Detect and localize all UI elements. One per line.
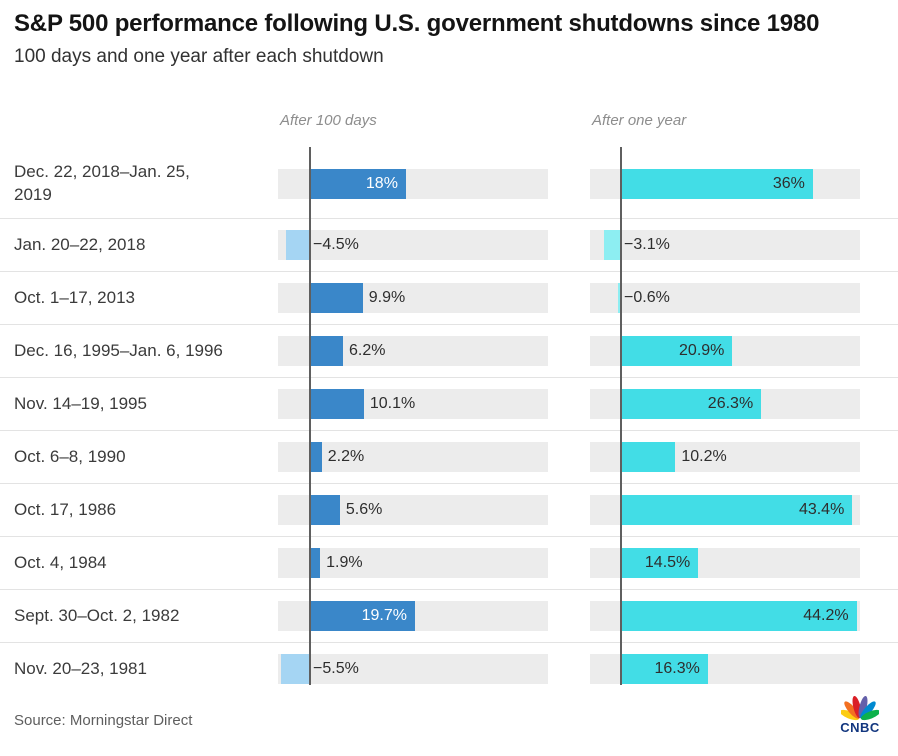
value-bar	[310, 548, 321, 578]
value-bar	[621, 336, 733, 366]
bar-track-100-days: 2.2%	[278, 442, 548, 472]
bar-track-one-year: 44.2%	[590, 601, 860, 631]
cnbc-peacock-icon	[841, 696, 879, 721]
bar-track-one-year: 43.4%	[590, 495, 860, 525]
bar-track-100-days: 18%	[278, 169, 548, 199]
table-row: Dec. 22, 2018–Jan. 25, 2019 18% 36%	[0, 150, 898, 219]
value-bar	[280, 654, 310, 684]
value-bar	[621, 601, 857, 631]
bar-track-100-days: 6.2%	[278, 336, 548, 366]
value-bar	[286, 230, 310, 260]
bar-track-100-days: −5.5%	[278, 654, 548, 684]
value-bar	[621, 495, 853, 525]
bar-value-label: 2.2%	[327, 448, 365, 465]
table-row: Jan. 20–22, 2018 −4.5% −3.1%	[0, 219, 898, 272]
row-label: Oct. 1–17, 2013	[14, 287, 135, 307]
bar-value-label: 14.5%	[644, 554, 691, 571]
bar-value-label: 10.2%	[681, 448, 727, 465]
bar-value-label: 19.7%	[361, 607, 407, 624]
bar-value-label: 6.2%	[349, 342, 386, 359]
row-label: Oct. 6–8, 1990	[14, 446, 126, 466]
value-bar	[621, 548, 699, 578]
page-subtitle: 100 days and one year after each shutdow…	[14, 46, 384, 67]
bar-value-label: 26.3%	[707, 395, 754, 412]
bar-value-label: 16.3%	[654, 660, 700, 677]
bar-value-label: 43.4%	[798, 501, 845, 518]
value-bar	[310, 389, 364, 419]
bar-track-one-year: 26.3%	[590, 389, 860, 419]
row-label: Dec. 22, 2018–Jan. 25, 2019	[14, 162, 190, 204]
bar-value-label: −3.1%	[624, 236, 670, 253]
row-label: Sept. 30–Oct. 2, 1982	[14, 605, 180, 625]
bar-value-label: 1.9%	[326, 554, 363, 571]
table-row: Dec. 16, 1995–Jan. 6, 1996 6.2% 20.9%	[0, 325, 898, 378]
value-bar	[310, 442, 322, 472]
value-bar	[310, 169, 406, 199]
row-label: Jan. 20–22, 2018	[14, 234, 146, 254]
bar-track-one-year: −0.6%	[590, 283, 860, 313]
row-label: Oct. 4, 1984	[14, 552, 107, 572]
bar-track-100-days: 5.6%	[278, 495, 548, 525]
value-bar	[310, 283, 363, 313]
bar-track-one-year: 14.5%	[590, 548, 860, 578]
cnbc-wordmark: CNBC	[840, 720, 880, 735]
value-bar	[310, 495, 340, 525]
table-row: Nov. 14–19, 1995 10.1% 26.3%	[0, 378, 898, 431]
bar-track-one-year: 36%	[590, 169, 860, 199]
value-bar	[617, 283, 621, 313]
table-row: Oct. 4, 1984 1.9% 14.5%	[0, 537, 898, 590]
page-title: S&P 500 performance following U.S. gover…	[14, 10, 820, 37]
row-label: Nov. 14–19, 1995	[14, 393, 147, 413]
zero-axis-line-100-days	[309, 147, 311, 685]
bar-value-label: 18%	[365, 175, 398, 192]
table-row: Sept. 30–Oct. 2, 1982 19.7% 44.2%	[0, 590, 898, 643]
bar-value-label: 10.1%	[369, 395, 416, 412]
bar-track-one-year: 10.2%	[590, 442, 860, 472]
bar-track-one-year: 16.3%	[590, 654, 860, 684]
row-label: Dec. 16, 1995–Jan. 6, 1996	[14, 340, 223, 360]
value-bar	[310, 336, 344, 366]
value-bar	[621, 442, 676, 472]
cnbc-logo: CNBC	[834, 694, 886, 735]
zero-axis-line-one-year	[620, 147, 622, 685]
value-bar	[621, 654, 708, 684]
table-row: Oct. 1–17, 2013 9.9% −0.6%	[0, 272, 898, 325]
bar-value-label: 9.9%	[368, 289, 406, 306]
value-bar	[621, 389, 762, 419]
bar-value-label: −0.6%	[624, 289, 670, 306]
column-header-after-100-days: After 100 days	[280, 112, 377, 129]
bar-track-100-days: 9.9%	[278, 283, 548, 313]
table-row: Oct. 6–8, 1990 2.2% 10.2%	[0, 431, 898, 484]
bar-track-100-days: −4.5%	[278, 230, 548, 260]
table-row: Oct. 17, 1986 5.6% 43.4%	[0, 484, 898, 537]
chart-rows: Dec. 22, 2018–Jan. 25, 2019 18% 36% Jan. 20…	[0, 147, 898, 695]
bar-track-100-days: 1.9%	[278, 548, 548, 578]
value-bar	[604, 230, 621, 260]
bar-track-100-days: 10.1%	[278, 389, 548, 419]
bar-value-label: −5.5%	[313, 660, 359, 677]
bar-value-label: 20.9%	[679, 342, 725, 359]
value-bar	[310, 601, 415, 631]
bar-value-label: 36%	[772, 175, 805, 192]
row-label: Oct. 17, 1986	[14, 499, 117, 519]
table-row: Nov. 20–23, 1981 −5.5% 16.3%	[0, 643, 898, 695]
column-header-after-one-year: After one year	[592, 112, 687, 129]
row-label: Nov. 20–23, 1981	[14, 658, 147, 678]
bar-value-label: −4.5%	[313, 236, 359, 253]
bar-track-100-days: 19.7%	[278, 601, 548, 631]
source-note: Source: Morningstar Direct	[14, 712, 193, 729]
bar-track-one-year: −3.1%	[590, 230, 860, 260]
bar-track-one-year: 20.9%	[590, 336, 860, 366]
bar-value-label: 44.2%	[803, 607, 849, 624]
bar-value-label: 5.6%	[345, 501, 383, 518]
value-bar	[621, 169, 813, 199]
